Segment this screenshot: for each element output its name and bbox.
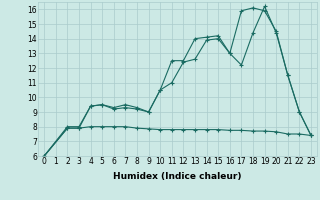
X-axis label: Humidex (Indice chaleur): Humidex (Indice chaleur)	[113, 172, 242, 181]
